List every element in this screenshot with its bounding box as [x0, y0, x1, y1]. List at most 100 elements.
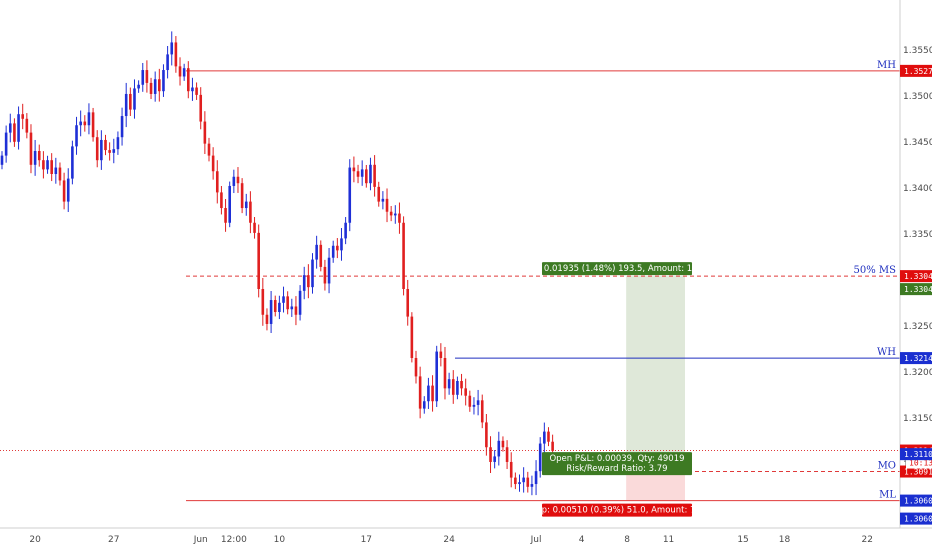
- candle-body: [182, 68, 186, 77]
- candle-body: [17, 114, 20, 142]
- candle-body: [273, 300, 277, 312]
- candle-body: [191, 87, 194, 92]
- candle-body: [269, 300, 273, 324]
- candle-body: [153, 79, 157, 94]
- candle-body: [149, 82, 153, 94]
- candle-body: [443, 358, 447, 389]
- candle-body: [518, 482, 521, 485]
- candle-body: [282, 296, 285, 303]
- candle-body: [422, 401, 426, 409]
- candle-body: [50, 160, 53, 174]
- candle-body: [100, 139, 103, 161]
- candle-body: [207, 143, 211, 156]
- x-tick-label: 10: [274, 535, 286, 545]
- candle-body: [302, 275, 306, 291]
- candle-body: [431, 385, 434, 402]
- candle-body: [83, 121, 87, 126]
- candle-body: [547, 431, 550, 442]
- candle-body: [385, 198, 389, 212]
- candle-body: [344, 222, 347, 239]
- candle-body: [54, 167, 58, 174]
- x-tick-label: 8: [624, 535, 630, 545]
- candle-body: [253, 222, 256, 233]
- y-tick-label: 1.34000: [903, 184, 932, 194]
- candle-body: [224, 208, 227, 223]
- candle-body: [394, 213, 397, 216]
- candle-body: [543, 431, 546, 444]
- stop-price-label: 1.30600: [904, 515, 932, 524]
- candle-body: [124, 93, 128, 117]
- candle-body: [108, 150, 111, 153]
- candle-body: [8, 123, 12, 133]
- level-price-label: 1.33040: [904, 272, 932, 281]
- x-tick-label: 24: [443, 535, 455, 545]
- level-name: MH: [877, 60, 896, 71]
- level-price-tag: [900, 494, 932, 507]
- candle-body: [203, 121, 207, 144]
- candle-body: [360, 169, 364, 177]
- y-tick-label: 1.32500: [903, 322, 932, 332]
- y-tick-label: 1.31500: [903, 414, 932, 424]
- candle-body: [323, 266, 327, 284]
- candle-body: [112, 149, 116, 153]
- candle-body: [195, 87, 198, 95]
- x-tick-label: Jul: [530, 535, 542, 545]
- candle-body: [414, 358, 418, 377]
- stop-label-box: [542, 503, 692, 517]
- level-name: ML: [879, 490, 896, 501]
- candle-body: [447, 379, 451, 389]
- candle-body: [365, 169, 368, 184]
- entry-price-tag: [900, 448, 932, 461]
- candle-body: [137, 84, 140, 89]
- candle-body: [129, 93, 132, 110]
- candle-body: [66, 178, 70, 202]
- entry-price-label: 1.31105: [904, 450, 932, 459]
- candle-body: [398, 213, 401, 223]
- open-label-box: [542, 452, 692, 476]
- candle-body: [319, 244, 323, 267]
- open-label-text: Risk/Reward Ratio: 3.79: [566, 464, 667, 474]
- candle-body: [104, 139, 107, 151]
- level-name: 50% MS: [854, 265, 897, 276]
- open-label-text: Open P&L: 0.00039, Qty: 49019: [549, 454, 684, 464]
- candle-body: [37, 151, 41, 161]
- candle-body: [522, 477, 525, 483]
- candle-body: [530, 484, 534, 487]
- candle-body: [33, 151, 37, 165]
- candle-body: [369, 164, 372, 184]
- candle-body: [166, 54, 169, 71]
- candle-body: [294, 306, 298, 315]
- candle-body: [236, 176, 240, 184]
- candle-body: [464, 388, 467, 396]
- candle-body: [456, 381, 459, 395]
- x-tick-label: 20: [29, 535, 41, 545]
- candle-body: [170, 42, 174, 55]
- candle-body: [497, 440, 501, 457]
- x-tick-label: 17: [361, 535, 372, 545]
- candle-body: [298, 290, 302, 315]
- candle-body: [162, 70, 165, 92]
- candle-body: [211, 155, 215, 172]
- candle-body: [348, 167, 352, 223]
- candle-body: [13, 123, 16, 142]
- candle-body: [42, 160, 45, 170]
- candle-body: [133, 88, 136, 110]
- candle-body: [480, 400, 484, 423]
- candles: [0, 31, 554, 496]
- candle-body: [327, 257, 331, 284]
- candle-body: [174, 42, 178, 67]
- level-price-label: 1.30916: [904, 468, 932, 477]
- x-tick-label: 12:00: [221, 535, 247, 545]
- candle-body: [451, 379, 455, 395]
- candle-body: [232, 176, 236, 186]
- candle-body: [145, 70, 149, 83]
- candle-body: [290, 306, 294, 310]
- candle-body: [91, 112, 95, 138]
- target-zone: [626, 276, 685, 455]
- candle-body: [261, 289, 265, 315]
- candle-body: [87, 112, 91, 126]
- candle-body: [476, 400, 480, 405]
- candle-body: [116, 137, 120, 150]
